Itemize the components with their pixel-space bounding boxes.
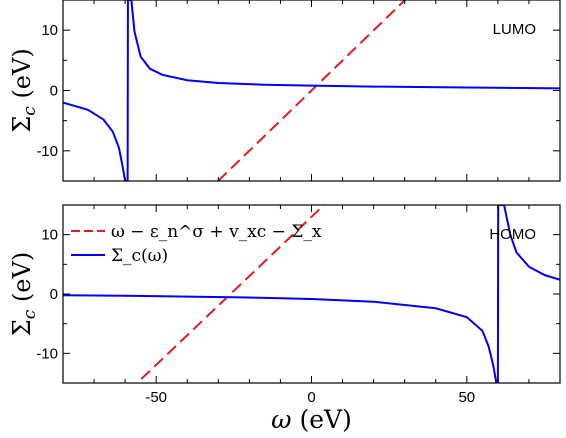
legend-label-sigma: Σ_c(ω) <box>111 246 168 266</box>
series-line-linear <box>135 205 326 383</box>
y-tick-label: -10 <box>36 345 58 362</box>
y-tick-label: 0 <box>50 286 58 303</box>
y-tick-label: 10 <box>41 22 58 39</box>
y-tick-label: 0 <box>50 83 58 100</box>
x-tick-label: 0 <box>307 389 315 406</box>
series-line-sigma <box>63 205 560 383</box>
y-axis-label: Σc (eV) <box>8 252 40 336</box>
legend: ω − ε_n^σ + v_xc − Σ_x Σ_c(ω) <box>71 222 322 266</box>
x-tick-label: -50 <box>145 389 167 406</box>
y-tick-label: 10 <box>41 227 58 244</box>
panel-label: HOMO <box>489 226 536 243</box>
series-line-sigma <box>63 0 560 181</box>
y-tick-label: -10 <box>36 143 58 160</box>
legend-label-linear: ω − ε_n^σ + v_xc − Σ_x <box>111 222 322 242</box>
x-axis-label: ω (eV) <box>271 405 352 434</box>
y-axis-label: Σc (eV) <box>8 48 40 132</box>
x-tick-label: 50 <box>458 389 475 406</box>
panel-label: LUMO <box>493 21 536 38</box>
series-line-linear <box>216 0 407 181</box>
